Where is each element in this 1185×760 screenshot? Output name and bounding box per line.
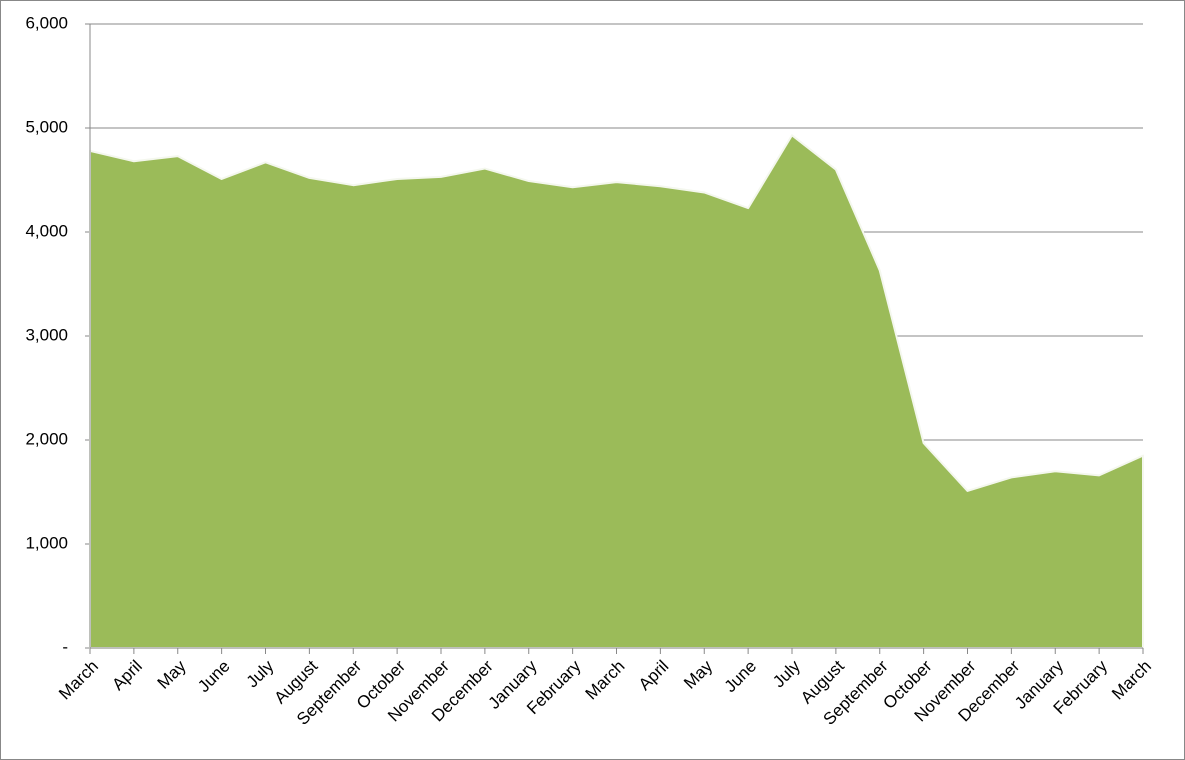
y-tick-label: 2,000 (25, 429, 68, 448)
y-tick-label: 4,000 (25, 221, 68, 240)
y-tick-label: - (62, 637, 68, 656)
y-tick-label: 5,000 (25, 117, 68, 136)
y-tick-label: 1,000 (25, 533, 68, 552)
area (89, 134, 1144, 649)
y-tick-label: 6,000 (25, 13, 68, 32)
y-tick-label: 3,000 (25, 325, 68, 344)
